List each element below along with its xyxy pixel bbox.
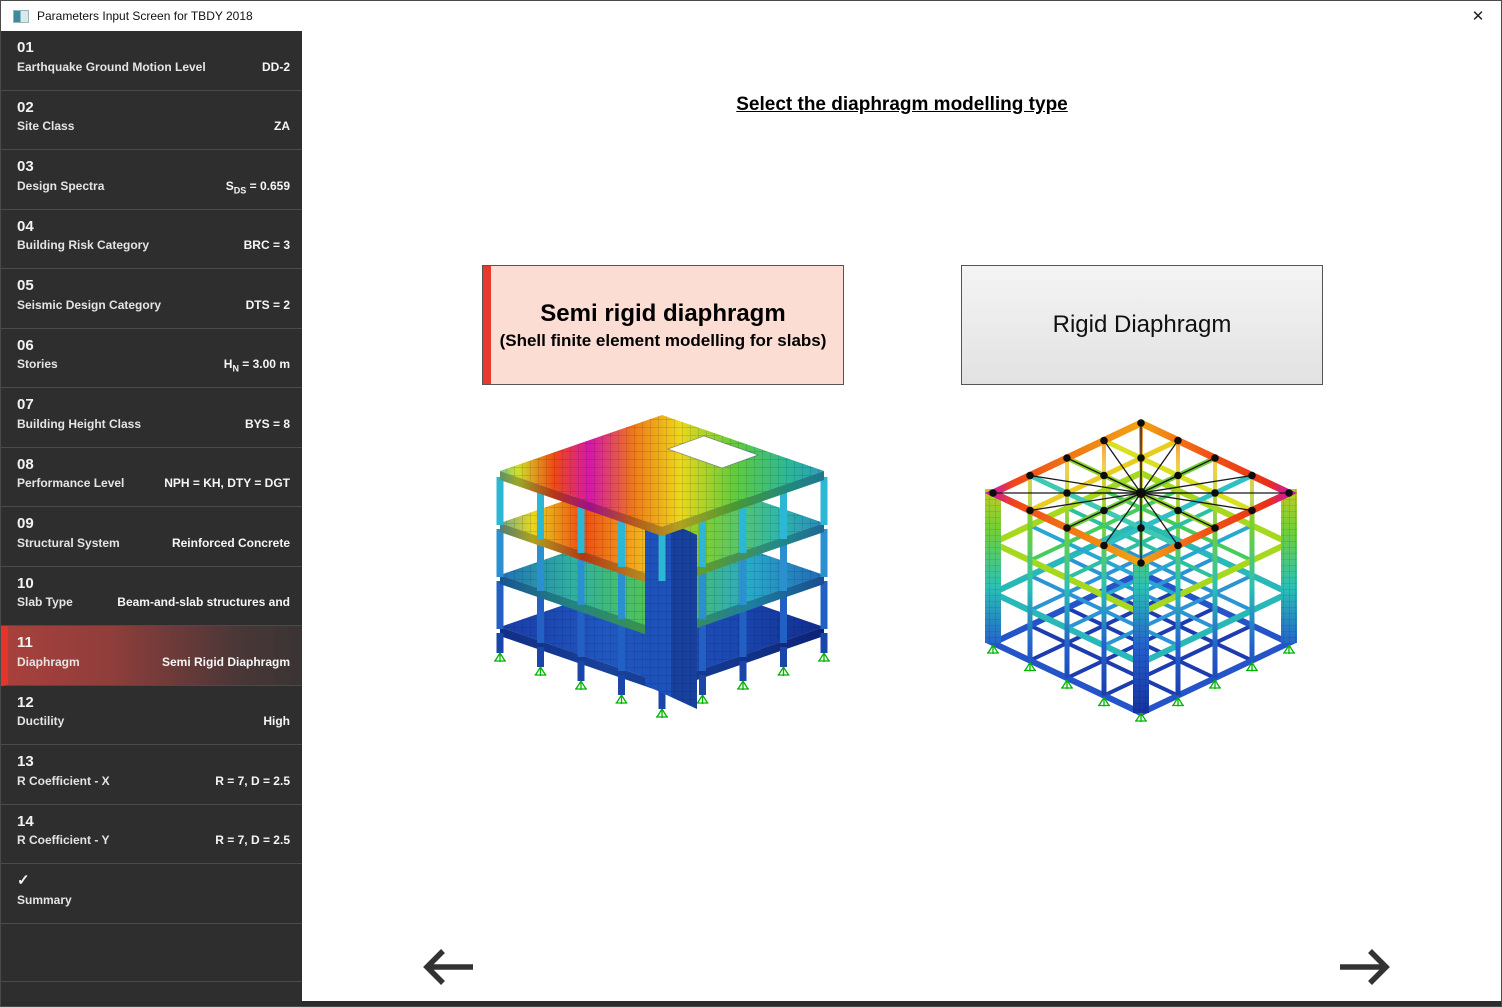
- close-icon: ✕: [1471, 8, 1485, 25]
- rigid-title: Rigid Diaphragm: [1052, 311, 1232, 338]
- sidebar-item-04-risk-category[interactable]: 04 Building Risk Category BRC = 3: [1, 210, 302, 269]
- item-label: R Coefficient - X: [17, 773, 110, 788]
- right-arrow-icon: [1340, 949, 1390, 985]
- item-label: Building Risk Category: [17, 238, 150, 252]
- item-value: HN = 3.00 m: [223, 357, 290, 374]
- item-label: Summary: [17, 892, 72, 907]
- item-label: Stories: [17, 357, 58, 371]
- item-number: 08: [17, 455, 34, 473]
- item-label: Slab Type: [17, 595, 73, 609]
- semi-rigid-subtitle: (Shell finite element modelling for slab…: [499, 330, 827, 350]
- rigid-option-button[interactable]: Rigid Diaphragm: [961, 265, 1323, 385]
- back-button[interactable]: [417, 943, 479, 991]
- sidebar: 01 Earthquake Ground Motion Level DD-2 02…: [1, 31, 302, 1006]
- item-value: SDS = 0.659: [225, 178, 290, 195]
- item-number: 12: [17, 693, 34, 711]
- check-icon: ✓: [17, 872, 30, 889]
- item-value: Semi Rigid Diaphragm: [161, 654, 290, 669]
- item-number: 04: [17, 217, 34, 235]
- sidebar-empty-cell: [1, 924, 302, 982]
- item-value: BYS = 8: [244, 416, 290, 431]
- item-number: 10: [17, 574, 34, 592]
- sidebar-item-07-height-class[interactable]: 07 Building Height Class BYS = 8: [1, 388, 302, 448]
- semi-rigid-model-image: [494, 415, 830, 718]
- item-value: NPH = KH, DTY = DGT: [164, 476, 290, 490]
- item-number: 05: [17, 277, 34, 294]
- sidebar-item-10-slab-type[interactable]: 10 Slab Type Beam-and-slab structures and: [1, 567, 302, 626]
- item-number: 09: [17, 515, 34, 532]
- item-label: Design Spectra: [17, 178, 105, 193]
- item-number: 02: [17, 98, 34, 116]
- item-value: R = 7, D = 2.5: [215, 833, 290, 847]
- sidebar-item-12-ductility[interactable]: 12 Ductility High: [1, 686, 302, 745]
- semi-rigid-title: Semi rigid diaphragm: [540, 299, 786, 327]
- item-number: 14: [17, 812, 34, 830]
- taskbar-edge: [1, 1001, 1501, 1006]
- item-number: 13: [17, 753, 34, 770]
- item-value: Beam-and-slab structures and: [117, 595, 290, 609]
- item-value: DTS = 2: [245, 297, 290, 312]
- sidebar-item-02-site-class[interactable]: 02 Site Class ZA: [1, 91, 302, 150]
- item-label: Building Height Class: [17, 416, 142, 431]
- item-label: Ductility: [17, 714, 65, 728]
- sidebar-item-11-diaphragm[interactable]: 11 Diaphragm Semi Rigid Diaphragm: [1, 626, 302, 686]
- sidebar-item-14-r-coefficient-y[interactable]: 14 R Coefficient - Y R = 7, D = 2.5: [1, 805, 302, 864]
- item-value: R = 7, D = 2.5: [215, 773, 290, 788]
- item-label: Earthquake Ground Motion Level: [17, 59, 206, 74]
- item-value: ZA: [274, 119, 290, 133]
- item-value: DD-2: [261, 59, 290, 74]
- close-button[interactable]: ✕: [1455, 1, 1501, 31]
- item-value: High: [263, 714, 290, 728]
- sidebar-item-03-design-spectra[interactable]: 03 Design Spectra SDS = 0.659: [1, 150, 302, 210]
- item-number: 06: [17, 336, 34, 354]
- left-arrow-icon: [423, 949, 473, 985]
- sidebar-item-summary[interactable]: ✓ Summary: [1, 864, 302, 924]
- page-title: Select the diaphragm modelling type: [736, 94, 1068, 115]
- sidebar-item-08-performance-level[interactable]: 08 Performance Level NPH = KH, DTY = DGT: [1, 448, 302, 507]
- item-label: Seismic Design Category: [17, 297, 162, 312]
- item-number: 11: [17, 634, 33, 651]
- item-label: Performance Level: [17, 476, 125, 490]
- sidebar-item-05-seismic-design-category[interactable]: 05 Seismic Design Category DTS = 2: [1, 269, 302, 329]
- sidebar-item-06-stories[interactable]: 06 Stories HN = 3.00 m: [1, 329, 302, 388]
- item-number: 03: [17, 158, 34, 175]
- item-label: Site Class: [17, 119, 75, 133]
- rigid-model-image: [984, 419, 1298, 722]
- item-label: R Coefficient - Y: [17, 833, 110, 847]
- next-button[interactable]: [1334, 943, 1396, 991]
- semi-rigid-option-button[interactable]: Semi rigid diaphragm (Shell finite eleme…: [482, 265, 844, 385]
- item-value: BRC = 3: [243, 238, 290, 252]
- item-label: Structural System: [17, 535, 120, 550]
- item-number: 01: [17, 39, 34, 56]
- window-title: Parameters Input Screen for TBDY 2018: [37, 9, 253, 23]
- item-label: Diaphragm: [17, 654, 80, 669]
- red-accent-bar: [483, 266, 491, 384]
- item-value: Reinforced Concrete: [171, 535, 290, 550]
- title-bar: Parameters Input Screen for TBDY 2018: [1, 1, 1501, 31]
- sidebar-item-01-ground-motion[interactable]: 01 Earthquake Ground Motion Level DD-2: [1, 31, 302, 91]
- sidebar-item-09-structural-system[interactable]: 09 Structural System Reinforced Concrete: [1, 507, 302, 567]
- form-icon: [13, 9, 29, 23]
- item-number: 07: [17, 396, 34, 413]
- sidebar-item-13-r-coefficient-x[interactable]: 13 R Coefficient - X R = 7, D = 2.5: [1, 745, 302, 805]
